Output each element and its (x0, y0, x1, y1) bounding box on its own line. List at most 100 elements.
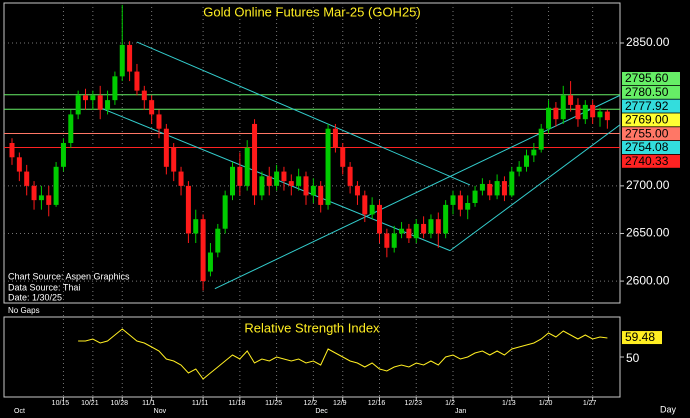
candle-body (83, 95, 88, 101)
price-label: 2740.33 (625, 154, 669, 168)
x-tick-label: 1/2 (445, 400, 455, 407)
x-tick-label: 11/25 (265, 400, 282, 407)
price-label-box (622, 72, 680, 85)
rsi-line (78, 328, 608, 380)
candle-body (185, 185, 191, 234)
candle-body (347, 166, 353, 186)
candle-body (288, 181, 294, 186)
candle-body (112, 76, 118, 101)
price-label: 2755.00 (625, 126, 669, 140)
candle-body (362, 195, 368, 215)
candle-body (443, 204, 449, 234)
candle-body (516, 166, 522, 172)
candle-body (105, 100, 111, 110)
candle-body (428, 219, 434, 234)
note: Chart Source: Aspen Graphics (8, 271, 130, 281)
y-tick-label: 50 (626, 351, 640, 365)
note: Date: 1/30/25 (8, 292, 62, 302)
price-panel (3, 2, 621, 304)
candle-body (450, 195, 456, 205)
y-tick-label: 2850.00 (626, 35, 670, 49)
candle-body (141, 90, 147, 101)
price-label: 2754.08 (625, 140, 669, 154)
x-tick-label: 10/28 (110, 400, 128, 407)
candle-body (53, 166, 59, 205)
month-label: Nov (154, 408, 167, 415)
candle-body (421, 223, 427, 234)
candle-body (553, 107, 559, 120)
candle-body (171, 147, 177, 172)
value-label: 59.48 (625, 330, 655, 344)
candle-body (472, 190, 478, 203)
price-label-box (622, 154, 680, 168)
candle-body (200, 219, 206, 282)
price-label: 2780.50 (625, 85, 669, 99)
x-tick-label: 11/18 (228, 400, 245, 407)
candle-body (524, 155, 529, 167)
candle-body (318, 185, 324, 205)
y-tick-label: 2700.00 (626, 178, 670, 192)
price-label-box (622, 141, 680, 154)
candle-body (531, 149, 537, 156)
chart-title: Gold Online Futures Mar-25 (GOH25) (203, 4, 420, 19)
candle-body (24, 171, 30, 186)
candle-body (391, 233, 397, 248)
candle-body (590, 104, 596, 118)
rsi-title: Relative Strength Index (244, 320, 380, 335)
candle-body (575, 104, 581, 120)
candle-body (156, 114, 162, 129)
value-label-box (622, 331, 662, 345)
candle-body (325, 128, 331, 205)
candle-body (237, 166, 243, 186)
candle-body (560, 95, 566, 120)
x-tick-label: 1/13 (502, 400, 516, 407)
trendline (136, 41, 471, 186)
candle-body (119, 44, 125, 77)
price-label: 2769.00 (625, 113, 669, 127)
candle-body (509, 171, 515, 196)
candle-body (399, 228, 405, 234)
candle-body (178, 171, 184, 186)
candle-body (31, 185, 37, 201)
note: Data Source: Thai (8, 282, 80, 292)
candle-body (296, 176, 302, 186)
candle-body (274, 171, 280, 186)
candle-body (457, 195, 463, 210)
candle-body (207, 252, 213, 272)
candle-body (38, 195, 44, 201)
candle-body (222, 195, 228, 229)
x-tick-label: 12/9 (333, 400, 347, 407)
candle-body (582, 104, 588, 120)
candle-body (465, 203, 471, 210)
candle-body (479, 183, 485, 191)
x-tick-label: 1/20 (539, 400, 553, 407)
candle-body (568, 95, 574, 105)
candle-body (230, 166, 235, 196)
price-label-box (622, 127, 680, 141)
candle-body (193, 219, 199, 234)
candle-body (340, 147, 346, 167)
candle-body (310, 185, 316, 196)
price-label-box (622, 85, 680, 99)
candle-body (266, 176, 272, 186)
candle-body (149, 100, 155, 115)
candle-body (332, 128, 338, 148)
candle-body (369, 204, 375, 215)
candle-body (384, 233, 390, 248)
candle-body (68, 114, 74, 143)
candle-body (487, 183, 493, 196)
candle-body (377, 204, 382, 234)
trendline (449, 124, 621, 252)
trendline (214, 94, 621, 290)
x-tick-label: 12/16 (368, 400, 386, 407)
candle-body (134, 71, 140, 91)
x-tick-label: 10/21 (81, 400, 99, 407)
month-label: Dec (315, 408, 328, 415)
candle-body (494, 181, 500, 196)
y-tick-label: 2650.00 (626, 226, 670, 240)
candle-body (501, 181, 507, 196)
x-tick-label: 12/23 (404, 400, 422, 407)
candle-body (75, 95, 81, 115)
candle-body (244, 147, 250, 186)
